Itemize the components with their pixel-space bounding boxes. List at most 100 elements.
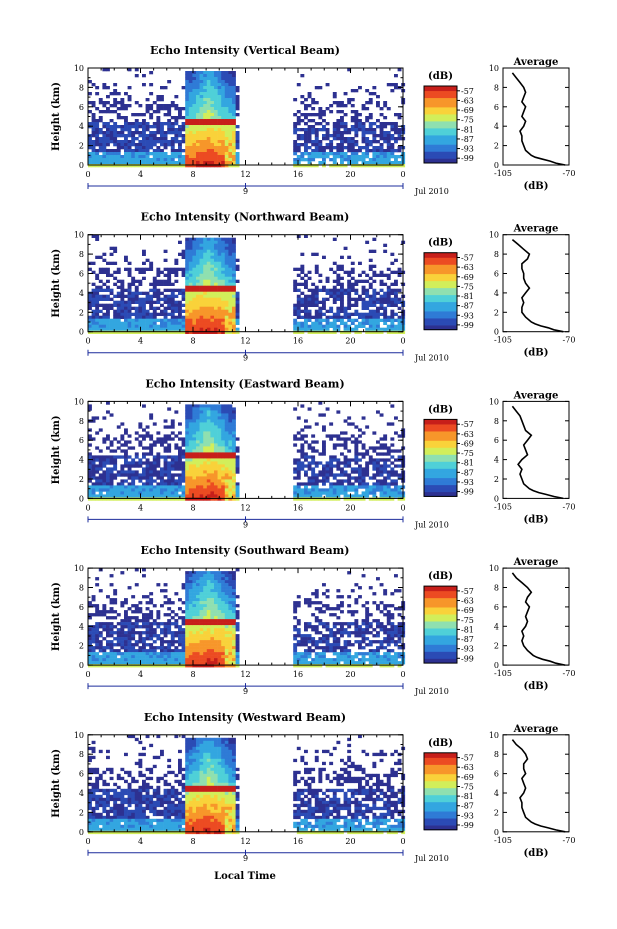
heatmap-cell bbox=[332, 294, 337, 298]
heatmap-cell bbox=[293, 321, 298, 325]
heatmap-cell bbox=[109, 488, 114, 492]
heatmap-cell bbox=[340, 294, 344, 298]
heatmap-cell bbox=[124, 652, 128, 656]
heatmap-cell bbox=[206, 443, 211, 447]
colorbar-band bbox=[424, 299, 457, 303]
heatmap-cell bbox=[170, 437, 175, 441]
heatmap-cell bbox=[361, 137, 366, 141]
heatmap-cell bbox=[217, 324, 222, 328]
heatmap-cell bbox=[181, 255, 186, 259]
heatmap-cell bbox=[350, 458, 355, 462]
heatmap-cell bbox=[379, 279, 384, 283]
x-tick-label: 4 bbox=[138, 337, 143, 346]
heatmap-cell bbox=[394, 164, 398, 168]
heatmap-cell bbox=[376, 473, 380, 477]
heatmap-cell bbox=[138, 601, 143, 605]
heatmap-cell bbox=[224, 261, 229, 265]
heatmap-cell bbox=[134, 625, 139, 629]
y-tick-label: 2 bbox=[79, 475, 84, 484]
heatmap-cell bbox=[192, 455, 197, 459]
heatmap-cell bbox=[210, 276, 215, 280]
heatmap-cell bbox=[304, 294, 308, 298]
heatmap-cell bbox=[214, 155, 218, 159]
heatmap-cell bbox=[163, 86, 168, 90]
heatmap-cell bbox=[354, 312, 359, 316]
heatmap-cell bbox=[102, 485, 107, 489]
heatmap-cell bbox=[232, 134, 236, 138]
heatmap-cell bbox=[383, 446, 388, 450]
heatmap-cell bbox=[340, 330, 344, 334]
heatmap-cell bbox=[124, 92, 128, 96]
heatmap-cell bbox=[167, 107, 172, 111]
heatmap-cell bbox=[124, 303, 128, 307]
heatmap-cell bbox=[206, 425, 211, 429]
heatmap-cell bbox=[235, 327, 240, 331]
heatmap-cell bbox=[224, 285, 229, 289]
heatmap-cell bbox=[102, 661, 107, 665]
heatmap-cell bbox=[178, 467, 182, 471]
heatmap-cell bbox=[145, 122, 150, 126]
heatmap-cell bbox=[304, 107, 308, 111]
heatmap-cell bbox=[311, 446, 316, 450]
heatmap-cell bbox=[127, 125, 132, 129]
heatmap-cell bbox=[232, 297, 236, 301]
heatmap-cell bbox=[365, 467, 370, 471]
heatmap-cell bbox=[311, 294, 316, 298]
heatmap-cell bbox=[192, 407, 197, 411]
heatmap-cell bbox=[196, 321, 200, 325]
heatmap-cell bbox=[88, 601, 92, 605]
heatmap-cell bbox=[228, 470, 233, 474]
heatmap-cell bbox=[199, 321, 204, 325]
heatmap-cell bbox=[365, 128, 370, 132]
heatmap-cell bbox=[160, 321, 164, 325]
heatmap-cell bbox=[134, 431, 139, 435]
heatmap-cell bbox=[127, 655, 132, 659]
heatmap-cell bbox=[102, 482, 107, 486]
heatmap-cell bbox=[181, 488, 186, 492]
heatmap-cell bbox=[142, 428, 146, 432]
heatmap-cell bbox=[304, 104, 308, 108]
heatmap-cell bbox=[300, 437, 305, 441]
heatmap-cell bbox=[300, 74, 305, 78]
heatmap-cell bbox=[102, 137, 107, 141]
heatmap-cell bbox=[113, 312, 118, 316]
heatmap-cell bbox=[368, 113, 373, 117]
heatmap-cell bbox=[354, 149, 359, 153]
heatmap-cell bbox=[296, 137, 301, 141]
heatmap-cell bbox=[350, 152, 355, 156]
heatmap-cell bbox=[102, 315, 107, 319]
heatmap-cell bbox=[199, 101, 204, 105]
heatmap-cell bbox=[329, 437, 334, 441]
heatmap-cell bbox=[354, 446, 359, 450]
heatmap-cell bbox=[170, 464, 175, 468]
heatmap-cell bbox=[109, 470, 114, 474]
heatmap-cell bbox=[109, 327, 114, 331]
colorbar-frame bbox=[423, 85, 458, 164]
heatmap-cell bbox=[181, 324, 186, 328]
heatmap-cell bbox=[217, 89, 222, 93]
heatmap-cell bbox=[174, 497, 179, 501]
heatmap-cell bbox=[185, 467, 190, 471]
heatmap-cell bbox=[361, 122, 366, 126]
heatmap-cell bbox=[199, 104, 204, 108]
heatmap-cell bbox=[124, 155, 128, 159]
heatmap-cell bbox=[347, 449, 352, 453]
heatmap-cell bbox=[188, 258, 193, 262]
heatmap-cell bbox=[217, 116, 222, 120]
heatmap-cell bbox=[210, 452, 215, 456]
heatmap-cell bbox=[206, 410, 211, 414]
heatmap-cell bbox=[192, 431, 197, 435]
heatmap-cell bbox=[102, 440, 107, 444]
heatmap-cell bbox=[192, 312, 197, 316]
heatmap-cell bbox=[91, 464, 96, 468]
heatmap-cell bbox=[138, 637, 143, 641]
heatmap-cell bbox=[106, 125, 110, 129]
heatmap-cell bbox=[192, 95, 197, 99]
heatmap-cell bbox=[372, 237, 377, 241]
heatmap-cell bbox=[185, 449, 190, 453]
heatmap-cell bbox=[91, 149, 96, 153]
heatmap-cell bbox=[214, 494, 218, 498]
heatmap-cell bbox=[95, 583, 100, 587]
heatmap-cell bbox=[347, 149, 352, 153]
heatmap-cell bbox=[196, 464, 200, 468]
